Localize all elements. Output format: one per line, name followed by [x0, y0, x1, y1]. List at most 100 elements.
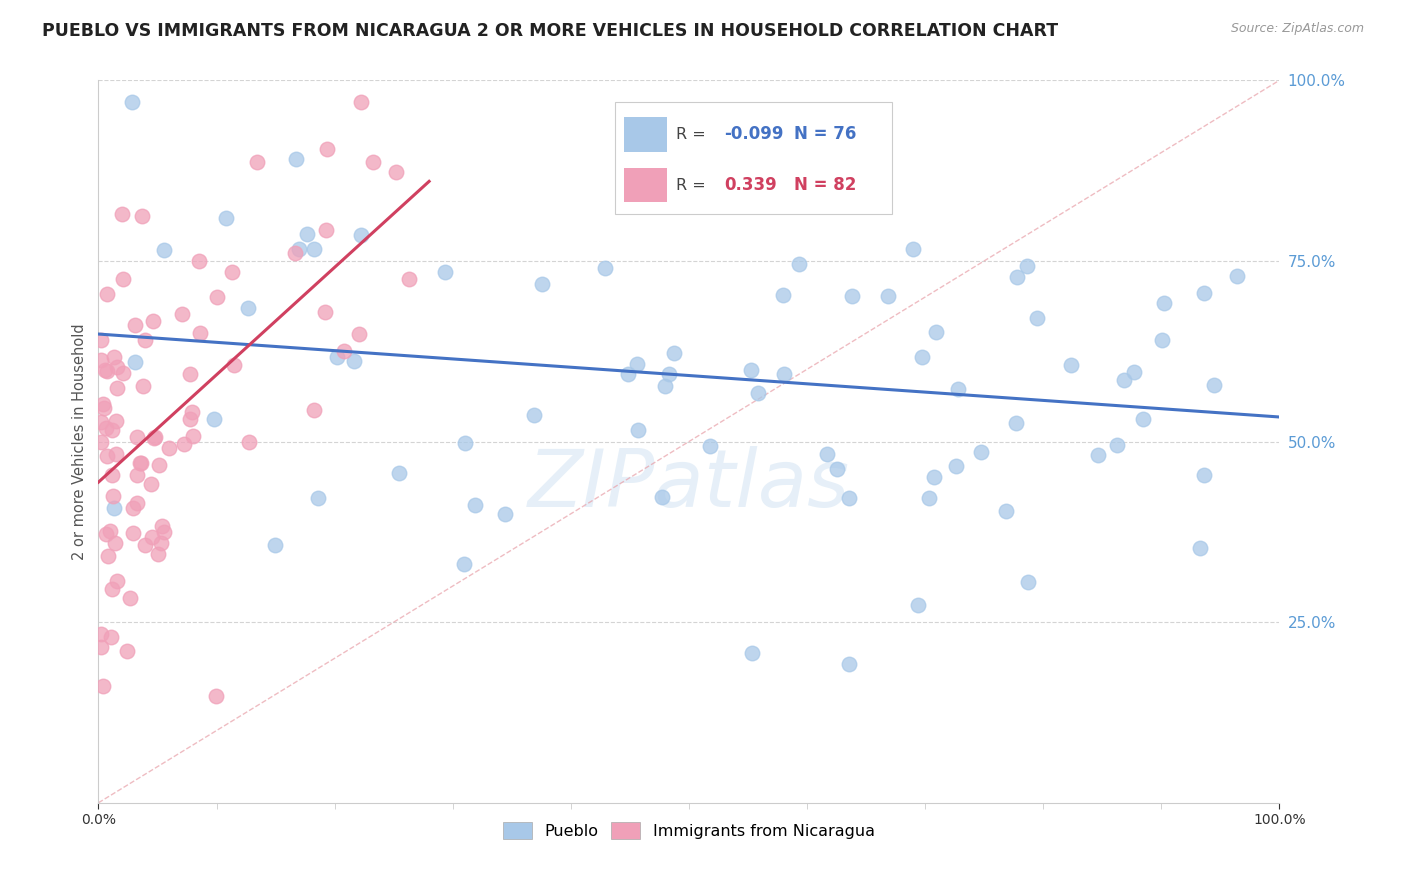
Point — [125, 495, 148, 509]
Point — [841, 289, 863, 303]
Point — [347, 327, 370, 342]
Point — [103, 351, 125, 365]
Point — [307, 491, 329, 505]
Y-axis label: 2 or more Vehicles in Household: 2 or more Vehicles in Household — [72, 323, 87, 560]
Point — [214, 211, 236, 226]
Point — [105, 414, 128, 428]
Text: PUEBLO VS IMMIGRANTS FROM NICARAGUA 2 OR MORE VEHICLES IN HOUSEHOLD CORRELATION : PUEBLO VS IMMIGRANTS FROM NICARAGUA 2 OR… — [42, 22, 1059, 40]
Point — [314, 305, 336, 319]
Point — [668, 164, 690, 178]
Point — [94, 527, 117, 541]
Point — [454, 436, 477, 450]
Point — [297, 227, 319, 241]
Point — [105, 359, 128, 374]
Point — [946, 382, 969, 396]
Point — [121, 526, 143, 541]
Point — [222, 358, 245, 372]
Point — [148, 458, 170, 472]
Point — [153, 524, 176, 539]
Point — [918, 491, 941, 505]
Point — [658, 367, 681, 381]
Point — [90, 352, 112, 367]
Point — [179, 411, 201, 425]
Point — [747, 386, 769, 401]
Point — [90, 640, 112, 655]
Point — [1017, 260, 1039, 274]
Point — [924, 470, 946, 484]
Point — [127, 430, 149, 444]
Point — [1123, 365, 1146, 379]
Point — [97, 549, 120, 563]
Point — [1004, 416, 1026, 430]
Point — [865, 151, 887, 165]
Point — [127, 468, 149, 483]
Point — [284, 153, 307, 167]
Point — [838, 491, 860, 505]
Point — [453, 558, 475, 572]
Point — [1114, 373, 1136, 387]
Point — [134, 538, 156, 552]
Point — [142, 314, 165, 328]
Point — [1192, 286, 1215, 301]
Point — [111, 366, 134, 380]
Point — [98, 524, 121, 538]
Point — [96, 449, 118, 463]
Point — [238, 434, 260, 449]
Point — [1087, 448, 1109, 462]
Point — [316, 142, 339, 156]
Point — [131, 210, 153, 224]
Point — [787, 257, 810, 271]
Point — [283, 246, 305, 260]
Point — [105, 447, 128, 461]
Point — [129, 456, 152, 470]
Text: R =: R = — [676, 127, 711, 142]
Text: -0.099: -0.099 — [724, 126, 785, 144]
Point — [911, 350, 934, 364]
Point — [101, 489, 124, 503]
Point — [94, 362, 117, 376]
Point — [815, 447, 838, 461]
Point — [91, 679, 114, 693]
Point — [1060, 358, 1083, 372]
Text: ZIPatlas: ZIPatlas — [527, 446, 851, 524]
Point — [105, 381, 128, 395]
Point — [190, 326, 212, 341]
Point — [494, 508, 516, 522]
Point — [1226, 268, 1249, 283]
Point — [595, 261, 617, 276]
Point — [117, 644, 139, 658]
Point — [664, 346, 686, 360]
Point — [148, 547, 170, 561]
Point — [101, 468, 124, 483]
Point — [202, 411, 225, 425]
Text: N = 82: N = 82 — [794, 176, 856, 194]
Point — [100, 630, 122, 644]
Point — [385, 165, 408, 179]
FancyBboxPatch shape — [624, 168, 666, 202]
Point — [264, 538, 287, 552]
Point — [124, 318, 146, 333]
Point — [134, 333, 156, 347]
Point — [142, 431, 165, 445]
Point — [141, 476, 163, 491]
Point — [945, 459, 967, 474]
Point — [877, 289, 900, 303]
Point — [627, 423, 650, 437]
Point — [617, 368, 640, 382]
Point — [315, 223, 337, 237]
Point — [173, 437, 195, 451]
FancyBboxPatch shape — [614, 102, 891, 214]
Point — [96, 287, 118, 301]
Point — [181, 429, 204, 443]
Point — [825, 462, 848, 476]
Point — [236, 301, 259, 315]
Point — [1152, 333, 1174, 347]
Point — [1202, 378, 1225, 392]
Point — [994, 504, 1017, 518]
Text: 0.339: 0.339 — [724, 176, 778, 194]
Point — [221, 265, 243, 279]
Point — [741, 646, 763, 660]
Point — [464, 498, 486, 512]
Point — [398, 271, 420, 285]
Point — [181, 405, 204, 419]
